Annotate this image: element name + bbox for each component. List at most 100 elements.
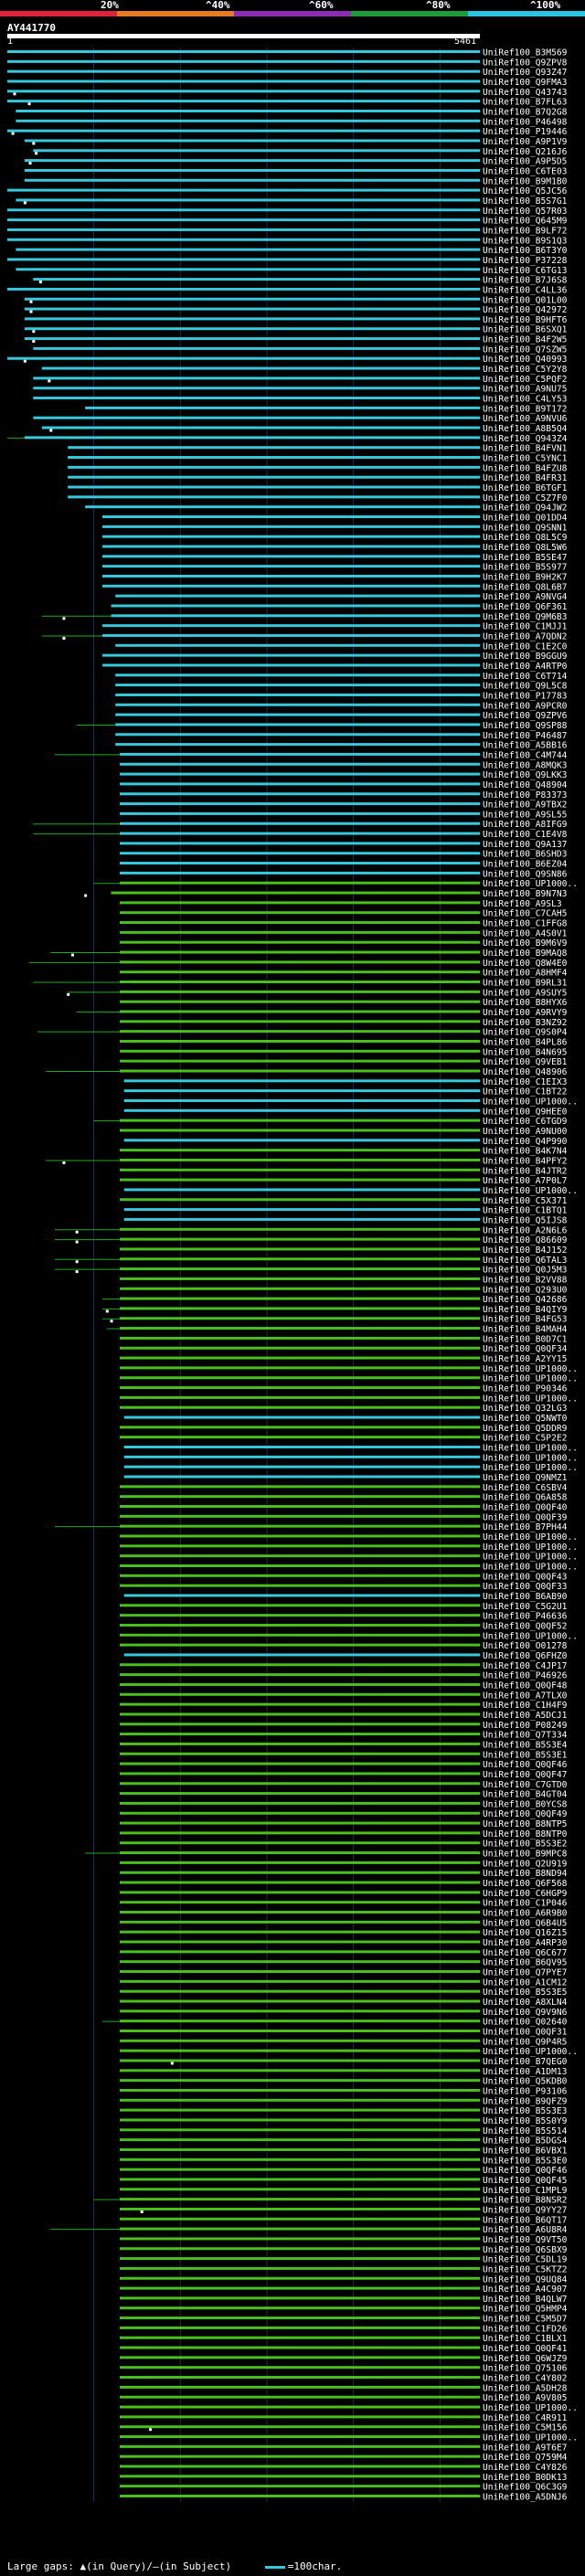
hit-label[interactable]: UniRef100_B6AB90 <box>483 1592 568 1602</box>
hit-label[interactable]: UniRef100_A4C907 <box>483 2284 568 2295</box>
hit-label[interactable]: UniRef100_B4QLW7 <box>483 2295 568 2305</box>
hit-label[interactable]: UniRef100_Q01DD4 <box>483 514 568 524</box>
hit-label[interactable]: UniRef100_Q0QF48 <box>483 1680 568 1691</box>
hit-label[interactable]: UniRef100_B9MAQ8 <box>483 949 568 959</box>
hit-label[interactable]: UniRef100_B5S7G1 <box>483 196 568 207</box>
hit-label[interactable]: UniRef100_Q9ZPV6 <box>483 711 568 721</box>
hit-label[interactable]: UniRef100_B5S3E4 <box>483 1740 568 1750</box>
hit-label[interactable]: UniRef100_C1H4F9 <box>483 1701 568 1711</box>
hit-label[interactable]: UniRef100_Q0QF46 <box>483 1760 568 1770</box>
hit-label[interactable]: UniRef100_C5X371 <box>483 1196 568 1206</box>
hit-label[interactable]: UniRef100_B6QT17 <box>483 2215 568 2225</box>
hit-label[interactable]: UniRef100_C1FFG8 <box>483 919 568 929</box>
hit-label[interactable]: UniRef100_A2YY15 <box>483 1354 567 1364</box>
hit-label[interactable]: UniRef100_B6T3Y0 <box>483 246 568 256</box>
hit-label[interactable]: UniRef100_UP1000.. <box>483 2433 578 2443</box>
hit-label[interactable]: UniRef100_Q57R03 <box>483 207 568 217</box>
hit-label[interactable]: UniRef100_C1EIX3 <box>483 1077 568 1087</box>
hit-label[interactable]: UniRef100_Q0QF49 <box>483 1809 568 1819</box>
hit-label[interactable]: UniRef100_C5YNC1 <box>483 454 568 464</box>
hit-label[interactable]: UniRef100_B6SHD3 <box>483 850 568 860</box>
hit-label[interactable]: UniRef100_Q0QF52 <box>483 1621 567 1631</box>
hit-label[interactable]: UniRef100_P93106 <box>483 2086 568 2096</box>
hit-label[interactable]: UniRef100_B4JTR2 <box>483 1166 567 1176</box>
hit-label[interactable]: UniRef100_B4J152 <box>483 1246 567 1256</box>
hit-label[interactable]: UniRef100_C4Y826 <box>483 2463 568 2473</box>
hit-label[interactable]: UniRef100_B5DGS4 <box>483 2136 568 2147</box>
hit-label[interactable]: UniRef100_B9T172 <box>483 404 567 414</box>
hit-label[interactable]: UniRef100_UP1000.. <box>483 1553 578 1563</box>
hit-label[interactable]: UniRef100_A9PCR0 <box>483 701 568 711</box>
hit-label[interactable]: UniRef100_B5S3E0 <box>483 2156 568 2166</box>
hit-label[interactable]: UniRef100_Q9ZPV8 <box>483 58 568 68</box>
hit-label[interactable]: UniRef100_A9P1V9 <box>483 137 568 147</box>
hit-label[interactable]: UniRef100_B9M6V9 <box>483 938 568 949</box>
hit-label[interactable]: UniRef100_B8NTP0 <box>483 1829 568 1839</box>
hit-label[interactable]: UniRef100_C6HGP9 <box>483 1889 568 1899</box>
hit-label[interactable]: UniRef100_Q5JC56 <box>483 186 568 196</box>
hit-label[interactable]: UniRef100_B5S3E3 <box>483 2106 568 2116</box>
hit-label[interactable]: UniRef100_Q5IJS8 <box>483 1215 568 1225</box>
hit-label[interactable]: UniRef100_Q9UQ84 <box>483 2274 568 2284</box>
hit-label[interactable]: UniRef100_B9S1Q3 <box>483 236 568 246</box>
hit-label[interactable]: UniRef100_Q943Z4 <box>483 434 568 444</box>
hit-label[interactable]: UniRef100_C1P046 <box>483 1899 568 1909</box>
hit-label[interactable]: UniRef100_B4FR31 <box>483 473 568 483</box>
hit-label[interactable]: UniRef100_Q42686 <box>483 1295 568 1305</box>
hit-label[interactable]: UniRef100_B3NZ92 <box>483 1018 567 1028</box>
hit-label[interactable]: UniRef100_Q6WJZ9 <box>483 2354 568 2364</box>
hit-label[interactable]: UniRef100_B0YCS8 <box>483 1799 568 1809</box>
hit-label[interactable]: UniRef100_Q9L5C8 <box>483 682 568 692</box>
hit-label[interactable]: UniRef100_A9SUY5 <box>483 988 567 998</box>
hit-label[interactable]: UniRef100_Q6SBX9 <box>483 2245 568 2255</box>
hit-label[interactable]: UniRef100_B8HYX6 <box>483 998 568 1008</box>
hit-label[interactable]: UniRef100_C1E4V8 <box>483 830 568 840</box>
hit-label[interactable]: UniRef100_UP1000.. <box>483 1394 578 1404</box>
hit-label[interactable]: UniRef100_A1DM13 <box>483 2067 568 2077</box>
hit-label[interactable]: UniRef100_B4FVN1 <box>483 444 568 454</box>
hit-label[interactable]: UniRef100_Q8W4E0 <box>483 959 568 969</box>
hit-label[interactable]: UniRef100_C4LY53 <box>483 395 568 405</box>
hit-label[interactable]: UniRef100_Q02640 <box>483 2018 568 2028</box>
hit-label[interactable]: UniRef100_A5DCJ1 <box>483 1711 568 1721</box>
hit-label[interactable]: UniRef100_Q42972 <box>483 305 567 315</box>
hit-label[interactable]: UniRef100_A4RTP0 <box>483 662 568 672</box>
hit-label[interactable]: UniRef100_A7QDN2 <box>483 631 567 641</box>
hit-label[interactable]: UniRef100_A7P0L7 <box>483 1176 568 1186</box>
hit-label[interactable]: UniRef100_B9N7N3 <box>483 889 568 899</box>
hit-label[interactable]: UniRef100_Q7SZW5 <box>483 345 567 355</box>
hit-label[interactable]: UniRef100_Q94JW2 <box>483 504 567 514</box>
hit-label[interactable]: UniRef100_Q0QF47 <box>483 1770 568 1780</box>
hit-label[interactable]: UniRef100_C1MJJ1 <box>483 622 568 632</box>
hit-label[interactable]: UniRef100_Q40993 <box>483 355 568 365</box>
hit-label[interactable]: UniRef100_C4JP17 <box>483 1661 568 1671</box>
hit-label[interactable]: UniRef100_Q9NMZ1 <box>483 1473 568 1483</box>
hit-label[interactable]: UniRef100_UP1000.. <box>483 1562 578 1572</box>
hit-label[interactable]: UniRef100_B5SE47 <box>483 553 568 563</box>
hit-label[interactable]: UniRef100_Q759M4 <box>483 2453 568 2463</box>
hit-label[interactable]: UniRef100_B4F2W5 <box>483 335 567 345</box>
hit-label[interactable]: UniRef100_C5G2U1 <box>483 1602 568 1612</box>
hit-label[interactable]: UniRef100_A9SL55 <box>483 810 567 820</box>
hit-label[interactable]: UniRef100_C5PQF2 <box>483 375 567 385</box>
hit-label[interactable]: UniRef100_P19446 <box>483 127 568 137</box>
hit-label[interactable]: UniRef100_Q645M9 <box>483 217 568 227</box>
hit-label[interactable]: UniRef100_Q8L6B7 <box>483 582 568 592</box>
hit-label[interactable]: UniRef100_Q0QF31 <box>483 2028 568 2038</box>
hit-label[interactable]: UniRef100_B8ND94 <box>483 1869 568 1879</box>
hit-label[interactable]: UniRef100_A2N6L6 <box>483 1225 568 1235</box>
hit-label[interactable]: UniRef100_Q6F568 <box>483 1879 568 1889</box>
hit-label[interactable]: UniRef100_Q0QF39 <box>483 1512 568 1522</box>
hit-label[interactable]: UniRef100_C5Z7F0 <box>483 493 568 504</box>
hit-label[interactable]: UniRef100_C5M5D7 <box>483 2315 568 2325</box>
hit-label[interactable]: UniRef100_C6SBV4 <box>483 1483 568 1493</box>
hit-label[interactable]: UniRef100_Q16Z15 <box>483 1928 567 1938</box>
hit-label[interactable]: UniRef100_B9QFZ9 <box>483 2096 568 2106</box>
hit-label[interactable]: UniRef100_Q7PYE7 <box>483 1968 568 1978</box>
hit-label[interactable]: UniRef100_Q32LG3 <box>483 1404 568 1414</box>
hit-label[interactable]: UniRef100_B6EZ04 <box>483 860 568 870</box>
hit-label[interactable]: UniRef100_A9V805 <box>483 2393 567 2403</box>
hit-label[interactable]: UniRef100_C7CAH5 <box>483 909 567 919</box>
hit-label[interactable]: UniRef100_Q9SNN1 <box>483 523 568 533</box>
hit-label[interactable]: UniRef100_Q9SN86 <box>483 869 568 879</box>
